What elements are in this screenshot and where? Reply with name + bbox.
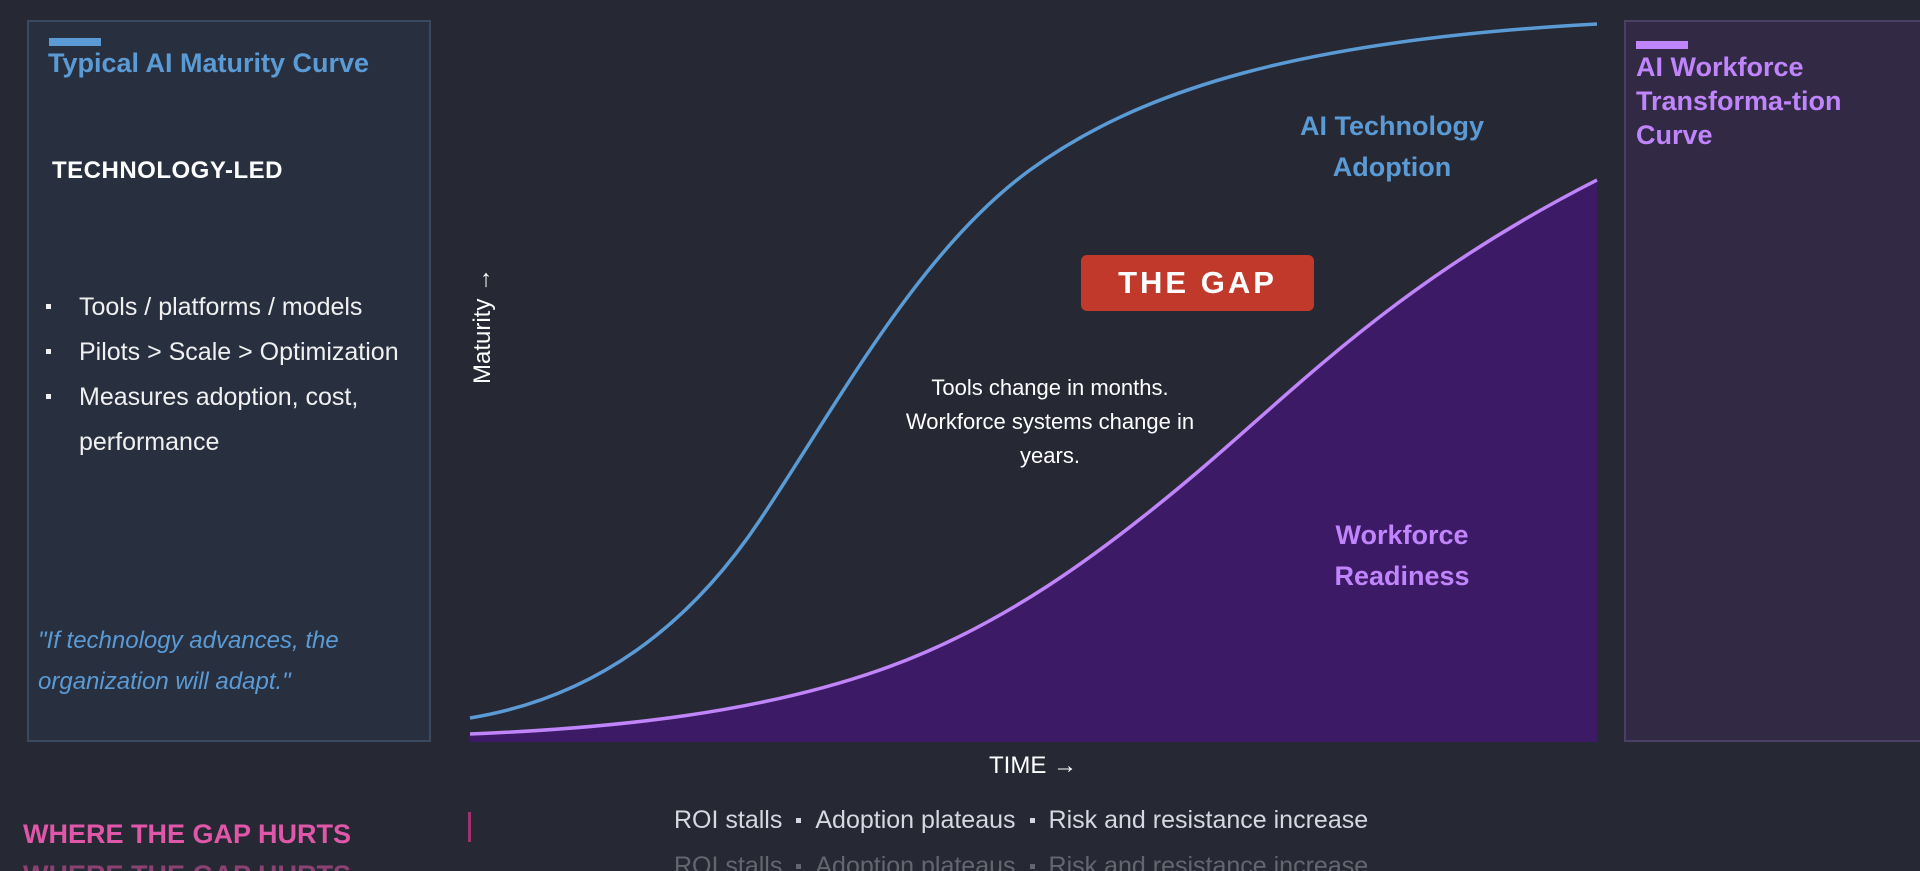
ai-technology-adoption-curve: [469, 22, 1598, 720]
left-accent-bar: [49, 38, 101, 46]
left-panel-quote: "If technology advances, the organizatio…: [38, 627, 339, 695]
bullet-item: Pilots > Scale > Optimization: [44, 330, 404, 375]
workforce-readiness-curve: [469, 178, 1598, 736]
bullet-dot-icon: [46, 349, 51, 354]
separator-dot-icon: [1029, 818, 1035, 823]
impact-item: Risk and resistance increase: [1048, 806, 1369, 834]
left-panel-subtitle: TECHNOLOGY-LED: [52, 157, 284, 184]
workforce-readiness-label: Workforce Readiness: [1334, 520, 1470, 591]
footer-divider: [468, 812, 471, 842]
workforce-readiness-area: [470, 180, 1597, 742]
bullet-dot-icon: [46, 304, 51, 309]
separator-dot-icon: [796, 818, 802, 823]
where-gap-hurts-title-echo: WHERE THE GAP HURTS: [23, 860, 351, 871]
left-panel-title: Typical AI Maturity Curve: [48, 48, 370, 78]
workforce-panel: [1624, 20, 1920, 742]
bullet-item: Tools / platforms / models: [44, 285, 404, 330]
x-axis-label: TIME →: [989, 752, 1077, 779]
impact-item: ROI stalls: [674, 806, 783, 834]
impact-list-echo: ROI stalls Adoption plateaus Risk and re…: [674, 852, 1368, 871]
y-axis-label: Maturity →: [469, 267, 496, 385]
the-gap-badge: THE GAP: [1081, 255, 1314, 311]
bullet-text: Measures adoption, cost, performance: [79, 383, 359, 456]
bullet-item: Measures adoption, cost, performance: [44, 375, 404, 465]
separator-dot-icon: [796, 864, 802, 869]
impact-item: Adoption plateaus: [815, 806, 1016, 834]
technology-led-panel: [27, 20, 431, 742]
separator-dot-icon: [1029, 864, 1035, 869]
technology-bullet-list: Tools / platforms / models Pilots > Scal…: [44, 285, 404, 465]
impact-item: Risk and resistance increase: [1048, 852, 1369, 871]
ai-technology-adoption-label: AI Technology Adoption: [1299, 111, 1484, 182]
gap-note: Tools change in months. Workforce system…: [905, 375, 1195, 468]
bullet-text: Pilots > Scale > Optimization: [79, 338, 399, 366]
impact-item: Adoption plateaus: [815, 852, 1016, 871]
bullet-dot-icon: [46, 394, 51, 399]
where-gap-hurts-title: WHERE THE GAP HURTS: [23, 819, 352, 849]
impact-list: ROI stalls Adoption plateaus Risk and re…: [674, 806, 1368, 835]
bullet-text: Tools / platforms / models: [79, 293, 363, 321]
right-accent-bar: [1636, 41, 1688, 49]
impact-item: ROI stalls: [674, 852, 783, 871]
right-panel-title: AI Workforce Transforma-tion Curve: [1636, 52, 1842, 150]
